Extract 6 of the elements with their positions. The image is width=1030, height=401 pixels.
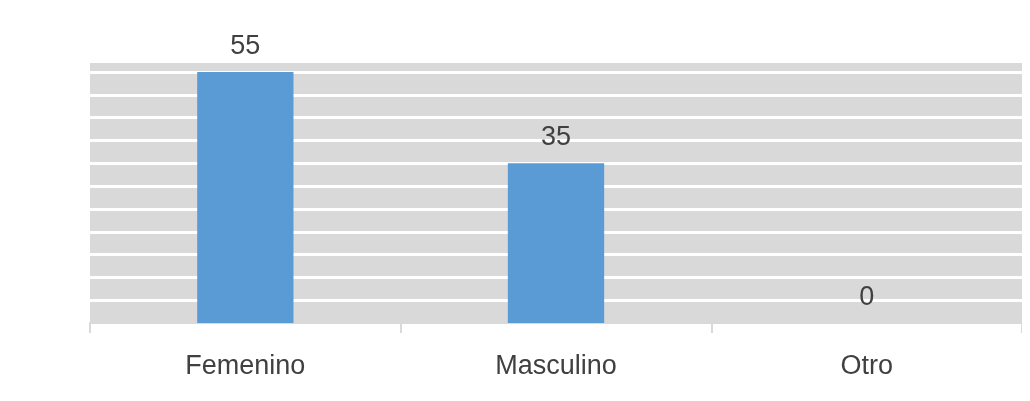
x-tick-label: Masculino: [495, 349, 617, 380]
x-tick-label: Otro: [840, 349, 893, 380]
x-tick-label: Femenino: [185, 349, 306, 380]
data-label: 0: [859, 280, 875, 311]
data-label: 35: [540, 120, 572, 151]
data-label: 55: [230, 29, 261, 60]
